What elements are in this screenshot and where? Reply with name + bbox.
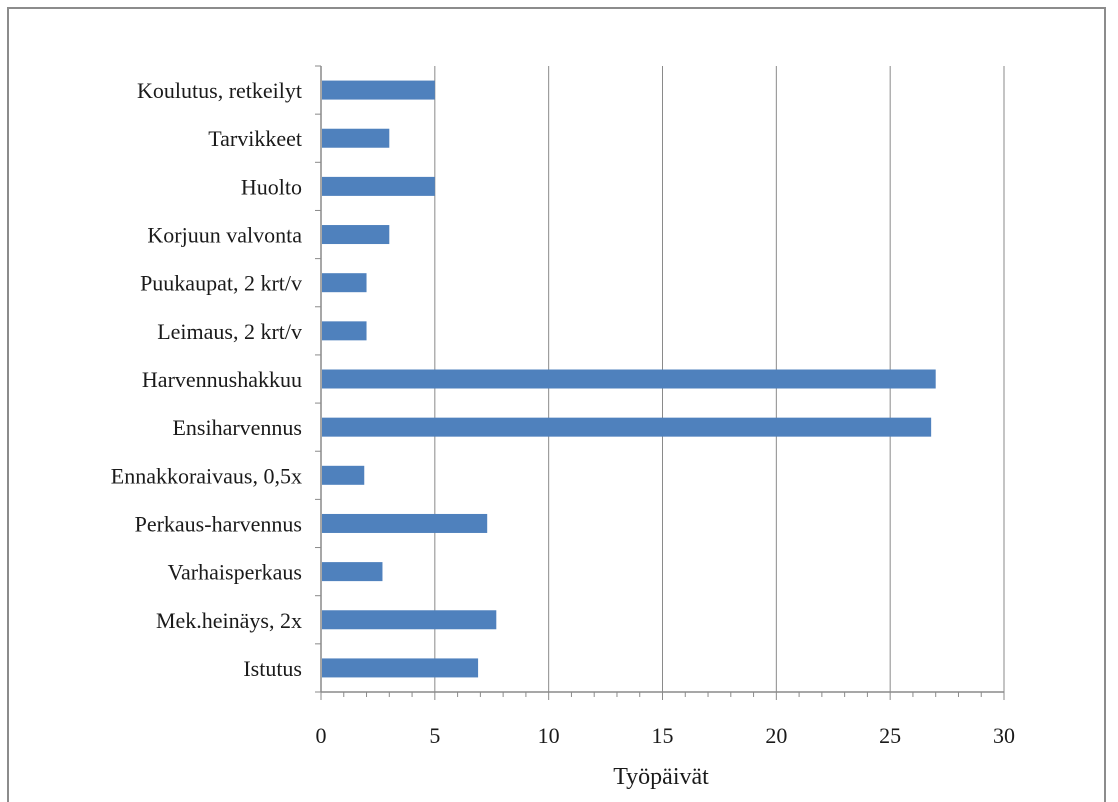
- bar: [322, 465, 365, 485]
- x-tick-label-30: 30: [993, 723, 1015, 748]
- bar: [322, 417, 932, 437]
- x-tick-label-0: 0: [316, 723, 327, 748]
- bar: [322, 369, 936, 389]
- bar: [322, 273, 367, 293]
- bars: [322, 80, 936, 678]
- bar: [322, 225, 390, 245]
- bar: [322, 658, 479, 678]
- bar: [322, 80, 435, 100]
- x-tick-labels: 0 5 10 15 20 25 30: [316, 723, 1016, 748]
- bar: [322, 562, 383, 582]
- x-tick-label-10: 10: [538, 723, 560, 748]
- bar: [322, 610, 497, 630]
- axes: [315, 65, 1005, 700]
- x-tick-label-5: 5: [429, 723, 440, 748]
- x-tick-label-15: 15: [652, 723, 674, 748]
- category-label: Perkaus-harvennus: [135, 511, 302, 536]
- bar: [322, 321, 367, 341]
- bar: [322, 176, 435, 196]
- category-label: Leimaus, 2 krt/v: [157, 319, 302, 344]
- bar: [322, 513, 488, 533]
- x-tick-label-25: 25: [879, 723, 901, 748]
- category-label: Tarvikkeet: [208, 126, 302, 151]
- category-label: Huolto: [241, 174, 302, 199]
- bar: [322, 128, 390, 148]
- category-label: Varhaisperkaus: [168, 560, 302, 585]
- category-label: Ennakkoraivaus, 0,5x: [111, 463, 302, 488]
- category-label: Harvennushakkuu: [142, 367, 302, 392]
- category-label: Mek.heinäys, 2x: [156, 608, 302, 633]
- category-label: Koulutus, retkeilyt: [137, 78, 302, 103]
- chart-frame: [7, 7, 1106, 802]
- category-label: Korjuun valvonta: [147, 223, 302, 248]
- category-labels: Koulutus, retkeilyt Tarvikkeet Huolto Korju…: [111, 78, 302, 681]
- x-axis-title: Työpäivät: [613, 764, 709, 790]
- category-label: Ensiharvennus: [172, 415, 302, 440]
- category-label: Istutus: [243, 656, 302, 681]
- x-tick-label-20: 20: [765, 723, 787, 748]
- category-label: Puukaupat, 2 krt/v: [140, 271, 302, 296]
